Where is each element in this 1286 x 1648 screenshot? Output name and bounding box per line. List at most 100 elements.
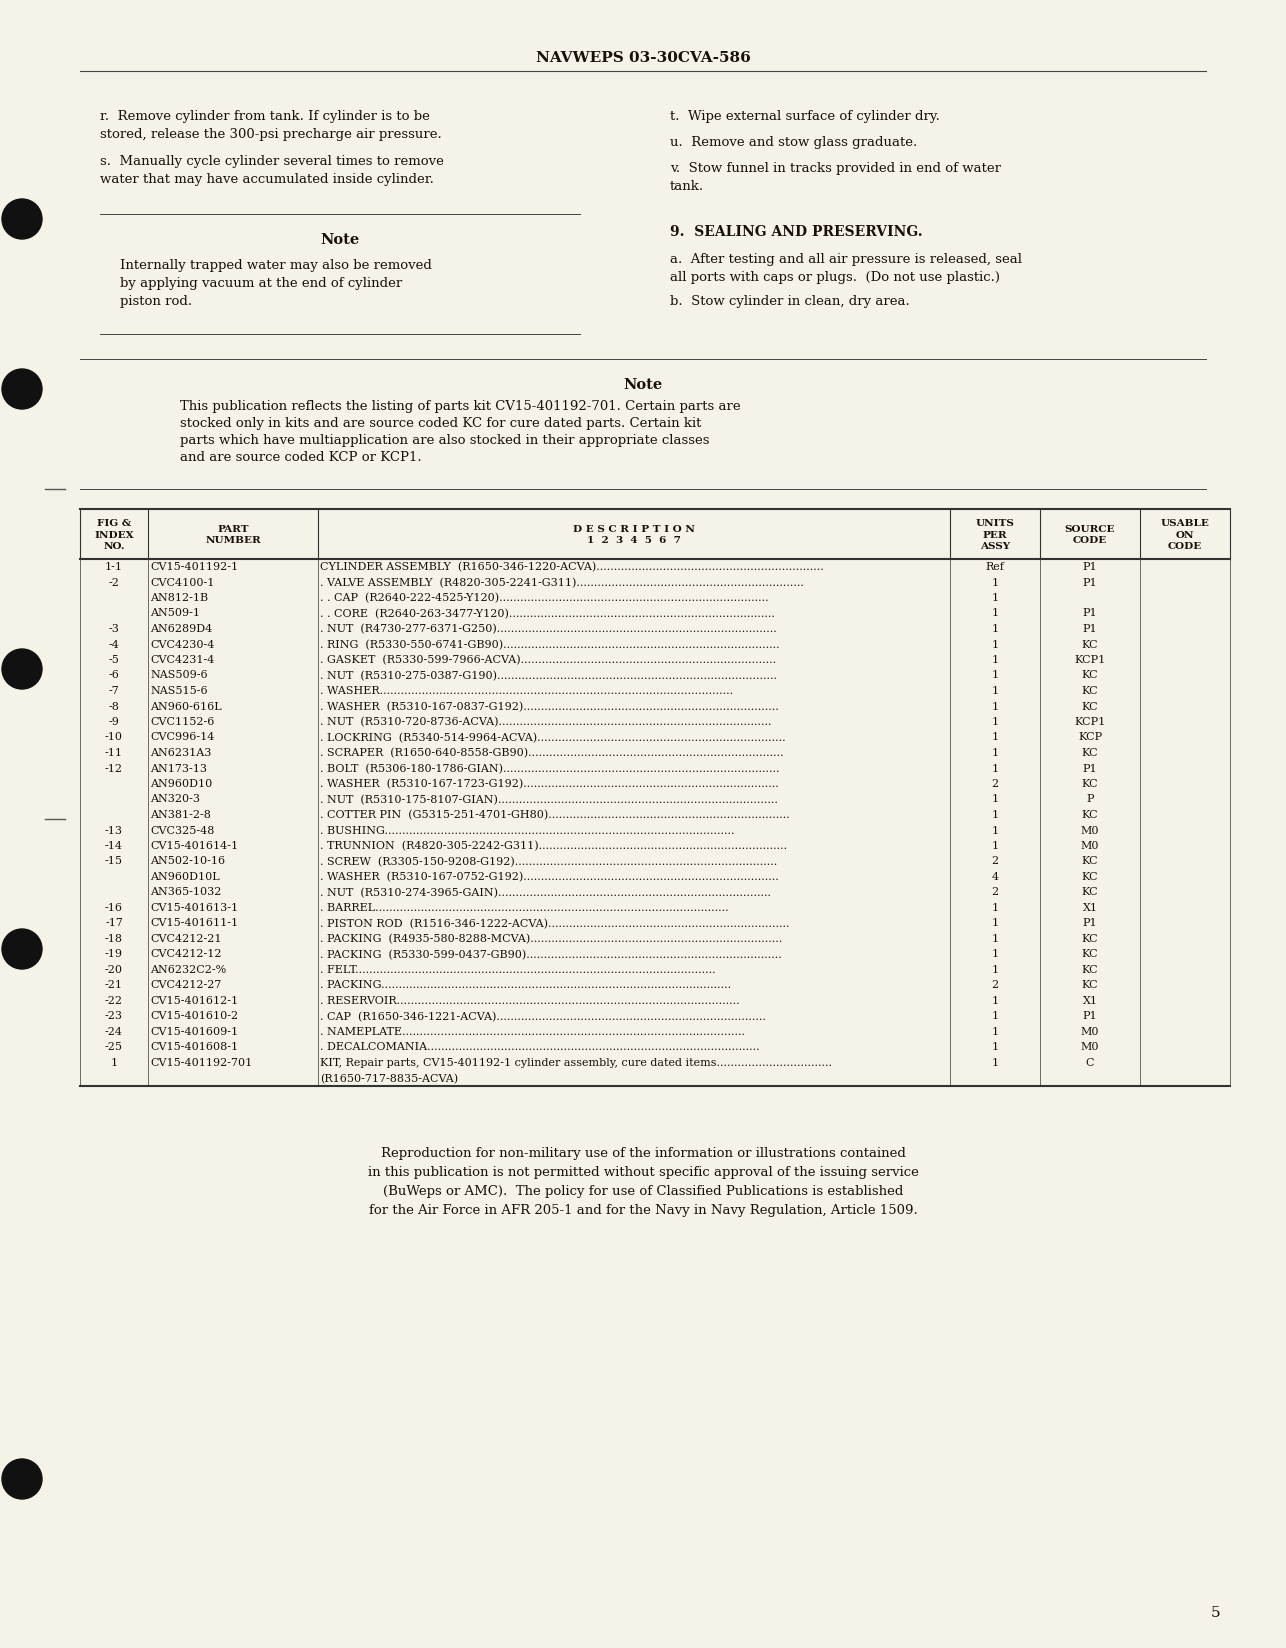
Text: CV15-401611-1: CV15-401611-1 bbox=[150, 918, 238, 928]
Text: KCP1: KCP1 bbox=[1074, 654, 1106, 664]
Text: -8: -8 bbox=[108, 700, 120, 710]
Text: 1: 1 bbox=[992, 732, 998, 742]
Text: 1: 1 bbox=[992, 623, 998, 633]
Text: KC: KC bbox=[1082, 748, 1098, 758]
Text: USABLE
ON
CODE: USABLE ON CODE bbox=[1160, 519, 1209, 550]
Text: . RING  (R5330-550-6741-GB90)...................................................: . RING (R5330-550-6741-GB90)............… bbox=[320, 639, 779, 649]
Text: CV15-401610-2: CV15-401610-2 bbox=[150, 1010, 238, 1020]
Text: 1: 1 bbox=[992, 654, 998, 664]
Text: M0: M0 bbox=[1080, 1027, 1100, 1037]
Text: . PACKING  (R4935-580-8288-MCVA)................................................: . PACKING (R4935-580-8288-MCVA).........… bbox=[320, 933, 782, 944]
Text: AN502-10-16: AN502-10-16 bbox=[150, 855, 225, 865]
Text: -5: -5 bbox=[108, 654, 120, 664]
Text: stored, release the 300-psi precharge air pressure.: stored, release the 300-psi precharge ai… bbox=[100, 129, 442, 142]
Text: 1: 1 bbox=[992, 826, 998, 836]
Text: KC: KC bbox=[1082, 639, 1098, 649]
Text: D E S C R I P T I O N
1  2  3  4  5  6  7: D E S C R I P T I O N 1 2 3 4 5 6 7 bbox=[574, 524, 694, 545]
Text: . DECALCOMANIA..................................................................: . DECALCOMANIA..........................… bbox=[320, 1042, 760, 1051]
Text: . BUSHING.......................................................................: . BUSHING...............................… bbox=[320, 826, 734, 836]
Text: -6: -6 bbox=[108, 671, 120, 681]
Text: KC: KC bbox=[1082, 872, 1098, 882]
Text: AN960-616L: AN960-616L bbox=[150, 700, 221, 710]
Text: -14: -14 bbox=[105, 840, 123, 850]
Text: -4: -4 bbox=[108, 639, 120, 649]
Text: 2: 2 bbox=[992, 778, 998, 788]
Text: KC: KC bbox=[1082, 964, 1098, 974]
Text: KIT, Repair parts, CV15-401192-1 cylinder assembly, cure dated items............: KIT, Repair parts, CV15-401192-1 cylinde… bbox=[320, 1058, 832, 1068]
Text: a.  After testing and all air pressure is released, seal: a. After testing and all air pressure is… bbox=[670, 252, 1022, 265]
Text: P: P bbox=[1087, 794, 1094, 804]
Circle shape bbox=[3, 649, 42, 689]
Text: . . CORE  (R2640-263-3477-Y120).................................................: . . CORE (R2640-263-3477-Y120)..........… bbox=[320, 608, 775, 618]
Text: KC: KC bbox=[1082, 671, 1098, 681]
Text: X1: X1 bbox=[1083, 995, 1097, 1005]
Text: 2: 2 bbox=[992, 887, 998, 897]
Text: 1: 1 bbox=[992, 577, 998, 587]
Text: 1: 1 bbox=[992, 840, 998, 850]
Text: CVC4212-27: CVC4212-27 bbox=[150, 981, 221, 990]
Text: . NUT  (R5310-175-8107-GIAN)....................................................: . NUT (R5310-175-8107-GIAN).............… bbox=[320, 794, 778, 804]
Text: stocked only in kits and are source coded KC for cure dated parts. Certain kit: stocked only in kits and are source code… bbox=[180, 417, 701, 430]
Text: 1: 1 bbox=[992, 809, 998, 819]
Text: 1: 1 bbox=[992, 918, 998, 928]
Text: C: C bbox=[1085, 1058, 1094, 1068]
Text: Internally trapped water may also be removed: Internally trapped water may also be rem… bbox=[120, 259, 432, 272]
Text: 1: 1 bbox=[111, 1058, 117, 1068]
Text: 1: 1 bbox=[992, 1027, 998, 1037]
Text: . BARREL........................................................................: . BARREL................................… bbox=[320, 903, 729, 913]
Text: s.  Manually cycle cylinder several times to remove: s. Manually cycle cylinder several times… bbox=[100, 155, 444, 168]
Text: . BOLT  (R5306-180-1786-GIAN)...................................................: . BOLT (R5306-180-1786-GIAN)............… bbox=[320, 763, 779, 773]
Text: 1: 1 bbox=[992, 794, 998, 804]
Text: 1: 1 bbox=[992, 593, 998, 603]
Text: . WASHER  (R5310-167-0837-G192).................................................: . WASHER (R5310-167-0837-G192)..........… bbox=[320, 700, 779, 712]
Text: -9: -9 bbox=[108, 717, 120, 727]
Text: M0: M0 bbox=[1080, 840, 1100, 850]
Text: 1: 1 bbox=[992, 748, 998, 758]
Text: 1: 1 bbox=[992, 1010, 998, 1020]
Text: by applying vacuum at the end of cylinder: by applying vacuum at the end of cylinde… bbox=[120, 277, 403, 290]
Text: . FELT..........................................................................: . FELT..................................… bbox=[320, 964, 715, 974]
Text: -11: -11 bbox=[105, 748, 123, 758]
Text: (BuWeps or AMC).  The policy for use of Classified Publications is established: (BuWeps or AMC). The policy for use of C… bbox=[383, 1185, 903, 1198]
Text: -22: -22 bbox=[105, 995, 123, 1005]
Circle shape bbox=[3, 1458, 42, 1500]
Text: CVC4100-1: CVC4100-1 bbox=[150, 577, 215, 587]
Text: CV15-401612-1: CV15-401612-1 bbox=[150, 995, 238, 1005]
Text: AN6231A3: AN6231A3 bbox=[150, 748, 211, 758]
Text: 1: 1 bbox=[992, 671, 998, 681]
Text: 2: 2 bbox=[992, 981, 998, 990]
Text: NAS515-6: NAS515-6 bbox=[150, 686, 207, 695]
Text: AN6289D4: AN6289D4 bbox=[150, 623, 212, 633]
Text: Reproduction for non-military use of the information or illustrations contained: Reproduction for non-military use of the… bbox=[381, 1147, 905, 1159]
Text: KC: KC bbox=[1082, 778, 1098, 788]
Text: 1-1: 1-1 bbox=[105, 562, 123, 572]
Text: -2: -2 bbox=[108, 577, 120, 587]
Text: P1: P1 bbox=[1083, 1010, 1097, 1020]
Text: -13: -13 bbox=[105, 826, 123, 836]
Text: . LOCKRING  (R5340-514-9964-ACVA)...............................................: . LOCKRING (R5340-514-9964-ACVA)........… bbox=[320, 732, 786, 742]
Text: CV15-401192-701: CV15-401192-701 bbox=[150, 1058, 252, 1068]
Text: 1: 1 bbox=[992, 995, 998, 1005]
Text: r.  Remove cylinder from tank. If cylinder is to be: r. Remove cylinder from tank. If cylinde… bbox=[100, 110, 430, 124]
Text: (R1650-717-8835-ACVA): (R1650-717-8835-ACVA) bbox=[320, 1073, 458, 1083]
Text: for the Air Force in AFR 205-1 and for the Navy in Navy Regulation, Article 1509: for the Air Force in AFR 205-1 and for t… bbox=[369, 1203, 917, 1216]
Text: P1: P1 bbox=[1083, 763, 1097, 773]
Text: M0: M0 bbox=[1080, 1042, 1100, 1051]
Text: -24: -24 bbox=[105, 1027, 123, 1037]
Text: PART
NUMBER: PART NUMBER bbox=[206, 524, 261, 545]
Text: KC: KC bbox=[1082, 933, 1098, 943]
Text: 1: 1 bbox=[992, 686, 998, 695]
Text: KC: KC bbox=[1082, 700, 1098, 710]
Text: . TRUNNION  (R4820-305-2242-G311)...............................................: . TRUNNION (R4820-305-2242-G311)........… bbox=[320, 840, 787, 850]
Text: -17: -17 bbox=[105, 918, 123, 928]
Text: AN509-1: AN509-1 bbox=[150, 608, 201, 618]
Text: 4: 4 bbox=[992, 872, 998, 882]
Text: and are source coded KCP or KCP1.: and are source coded KCP or KCP1. bbox=[180, 450, 422, 463]
Text: CVC4230-4: CVC4230-4 bbox=[150, 639, 215, 649]
Text: . SCRAPER  (R1650-640-8558-GB90)................................................: . SCRAPER (R1650-640-8558-GB90).........… bbox=[320, 748, 783, 758]
Text: -15: -15 bbox=[105, 855, 123, 865]
Text: -20: -20 bbox=[105, 964, 123, 974]
Text: water that may have accumulated inside cylinder.: water that may have accumulated inside c… bbox=[100, 173, 433, 186]
Text: AN6232C2-%: AN6232C2-% bbox=[150, 964, 226, 974]
Text: UNITS
PER
ASSY: UNITS PER ASSY bbox=[976, 519, 1015, 550]
